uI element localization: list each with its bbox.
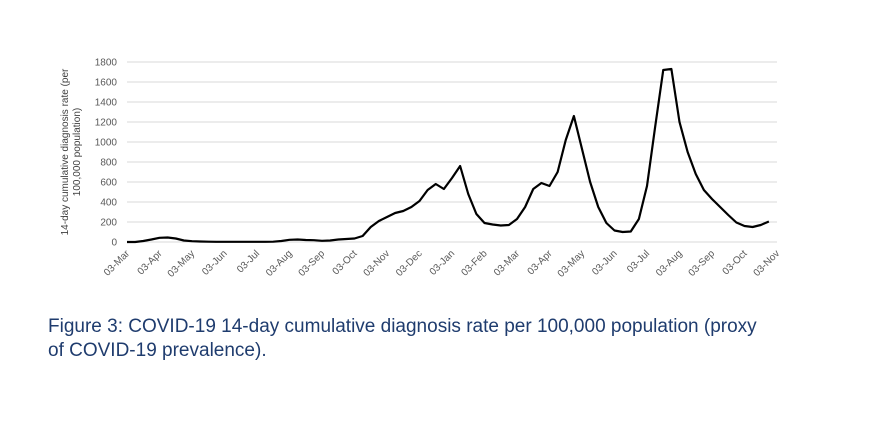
y-tick-label: 0 [111,238,117,249]
y-tick-label: 1000 [95,138,118,149]
x-tick-label: 03-Oct [331,248,360,277]
x-tick-label: 03-Dec [394,248,425,279]
x-tick-label: 03-May [166,248,197,279]
y-axis-label: 14-day cumulative diagnosis rate (per [60,68,71,235]
y-tick-label: 800 [100,158,117,169]
x-tick-label: 03-Sep [687,248,718,279]
x-tick-label: 03-Nov [362,248,393,279]
data-line [127,67,770,244]
caption: of COVID-19 prevalence). [48,340,267,361]
y-tick-label: 1800 [95,58,118,69]
x-tick-label: 03-Apr [136,248,165,277]
x-tick-label: 03-Jul [235,248,262,275]
x-tick-label: 03-Apr [526,248,555,277]
x-tick-label: 03-Aug [654,248,685,279]
caption: Figure 3: COVID-19 14-day cumulative dia… [48,316,757,337]
x-tick-label: 03-Feb [459,248,489,278]
x-tick-label: 03-Jun [590,248,619,277]
x-tick-label: 03-Jan [428,248,457,277]
y-axis-label: 100,000 population) [72,108,83,196]
x-tick-label: 03-Sep [297,248,328,279]
x-tick-label: 03-Jun [200,248,229,277]
x-tick-label: 03-Mar [492,248,523,279]
x-tick-label: 03-Aug [264,248,295,279]
y-tick-label: 600 [100,178,117,189]
y-tick-label: 1600 [95,78,118,89]
x-tick-label: 03-Jul [625,248,652,275]
y-tick-label: 1200 [95,118,118,129]
x-tick-label: 03-Nov [752,248,783,279]
y-tick-label: 200 [100,218,117,229]
x-tick-label: 03-May [556,248,587,279]
x-tick-label: 03-Mar [102,248,133,279]
x-tick-label: 03-Oct [721,248,750,277]
y-tick-label: 1400 [95,98,118,109]
y-tick-label: 400 [100,198,117,209]
